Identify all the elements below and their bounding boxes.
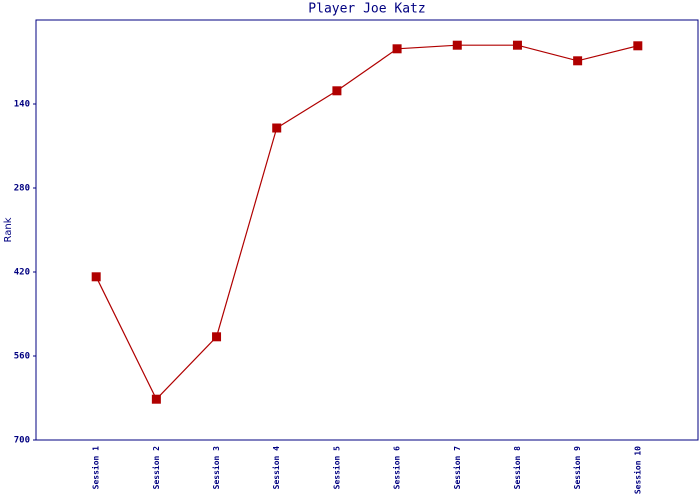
x-tick-label: Session 6 (392, 446, 402, 490)
y-tick-label: 140 (14, 100, 30, 110)
point-marker (573, 56, 583, 66)
x-tick-label: Session 1 (91, 446, 101, 490)
y-tick-label: 560 (14, 352, 30, 362)
point-marker (151, 394, 161, 404)
x-tick-label: Session 10 (632, 446, 642, 494)
plot-frame (35, 19, 699, 441)
x-tick-label: Session 9 (572, 446, 582, 490)
x-tick-label: Session 5 (331, 446, 341, 490)
x-tick-label: Session 4 (271, 446, 281, 490)
x-tick-label: Session 7 (452, 446, 462, 490)
point-marker (91, 272, 101, 282)
x-tick-label: Session 8 (512, 446, 522, 490)
point-marker (272, 123, 282, 133)
x-tick-label: Session 3 (211, 446, 221, 490)
y-tick-label: 420 (14, 268, 30, 278)
y-tick-label: 700 (14, 436, 30, 446)
series-line (95, 44, 638, 401)
point-marker (392, 44, 402, 54)
point-marker (633, 41, 643, 51)
point-marker (332, 86, 342, 96)
point-marker (512, 40, 522, 50)
point-marker (452, 40, 462, 50)
x-tick-label: Session 2 (151, 446, 161, 490)
y-axis-label: Rank (3, 217, 14, 242)
point-marker (212, 332, 222, 342)
y-tick-label: 280 (14, 184, 30, 194)
chart-title: Player Joe Katz (308, 2, 425, 17)
